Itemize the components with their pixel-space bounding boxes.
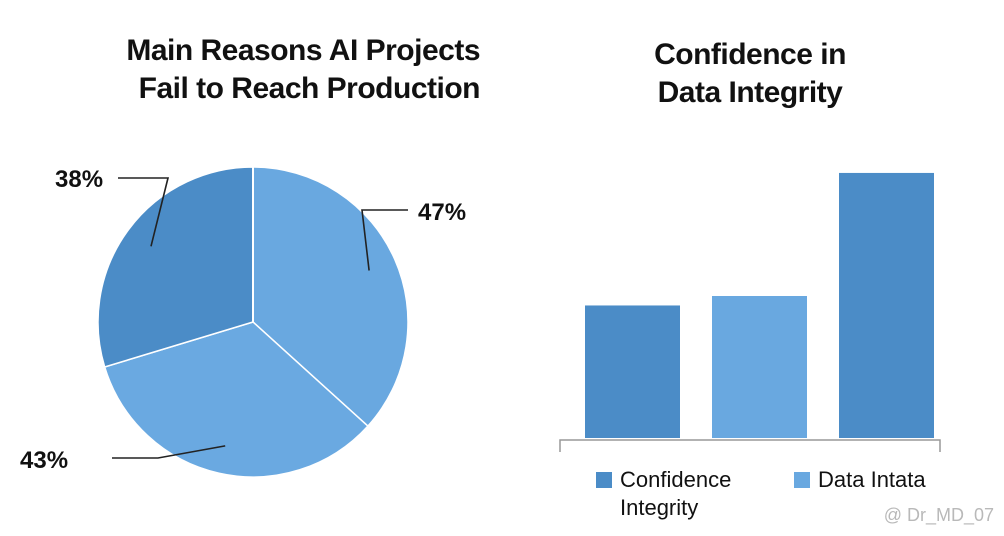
bar-chart-legend: Confidence Integrity Data Intata bbox=[596, 466, 926, 522]
legend-item-data-intata: Data Intata bbox=[794, 466, 926, 522]
bar-2 bbox=[839, 172, 934, 438]
pie-slice-label-1: 43% bbox=[20, 447, 68, 474]
pie-slice-label-0: 47% bbox=[418, 199, 466, 226]
pie-slice-2 bbox=[97, 166, 254, 368]
pie-chart-title: Main Reasons AI Projects Fail to Reach P… bbox=[60, 32, 480, 108]
bar-0 bbox=[585, 305, 680, 438]
pie-leader-line-0 bbox=[361, 209, 408, 271]
legend-item-confidence-integrity: Confidence Integrity bbox=[596, 466, 750, 522]
bar-chart-title: Confidence in Data Integrity bbox=[600, 36, 900, 112]
legend-swatch-confidence-integrity bbox=[596, 472, 612, 488]
bar-title-line-1: Confidence in bbox=[654, 38, 846, 71]
bar-chart-x-axis bbox=[559, 439, 941, 452]
legend-label-confidence-integrity: Confidence Integrity bbox=[620, 467, 732, 520]
pie-title-line-1: Main Reasons AI Projects bbox=[126, 34, 480, 67]
pie-leader-line-2 bbox=[118, 177, 170, 247]
pie-title-line-2: Fail to Reach Production bbox=[138, 72, 481, 105]
pie-slice-label-2: 38% bbox=[55, 166, 103, 193]
bar-title-line-2: Data Integrity bbox=[657, 76, 843, 109]
bar-chart bbox=[559, 172, 941, 452]
legend-swatch-data-intata bbox=[794, 472, 810, 488]
watermark: @ Dr_MD_07 bbox=[883, 505, 994, 525]
legend-label-data-intata: Data Intata bbox=[818, 467, 926, 492]
pie-slice-0 bbox=[252, 166, 409, 428]
pie-chart: 47% 43% 38% bbox=[20, 166, 466, 478]
bar-1 bbox=[712, 296, 807, 438]
pie-slice-1 bbox=[103, 321, 369, 478]
pie-leader-line-1 bbox=[112, 445, 226, 459]
